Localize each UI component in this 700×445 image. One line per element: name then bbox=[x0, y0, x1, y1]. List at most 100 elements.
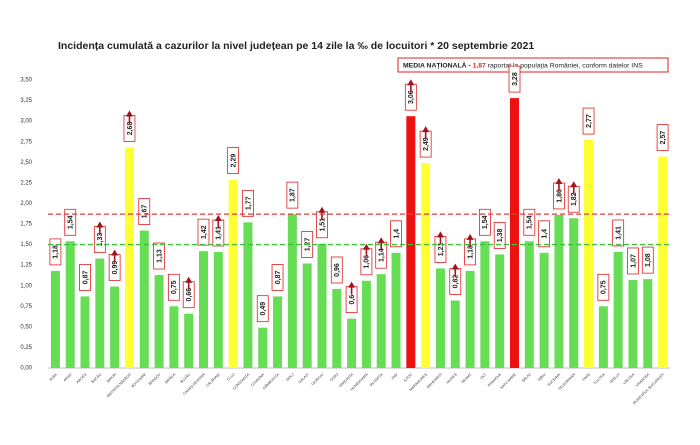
value-label-text: 2,29 bbox=[230, 154, 237, 168]
bar bbox=[554, 214, 564, 368]
x-tick-label: DÂMBOVIȚA bbox=[262, 372, 280, 390]
value-label-text: 1,21 bbox=[438, 243, 445, 257]
value-label-text: 2,77 bbox=[586, 114, 593, 128]
value-label-box bbox=[49, 238, 62, 266]
value-label: 1,67 bbox=[138, 198, 151, 225]
x-tick-label: ALBA bbox=[48, 372, 58, 382]
bar bbox=[273, 296, 283, 368]
value-label-text: 1,82 bbox=[571, 192, 578, 206]
value-label: 2,49 bbox=[419, 130, 432, 158]
bar bbox=[391, 252, 401, 368]
value-label: 0,66 bbox=[182, 281, 195, 309]
value-label: 1,54 bbox=[64, 208, 77, 236]
trend-arrow-head bbox=[348, 281, 356, 288]
x-tick-label: SIBIU bbox=[537, 372, 547, 382]
value-label-text: 1,67 bbox=[142, 205, 149, 219]
value-label-text: 3,28 bbox=[512, 72, 519, 86]
bar bbox=[213, 251, 223, 368]
trend-arrow-head bbox=[466, 233, 474, 240]
value-label-box bbox=[478, 208, 491, 236]
value-label-text: 2,57 bbox=[660, 131, 667, 145]
y-tick-label: 2,50 bbox=[20, 160, 32, 166]
y-tick-label: 1,00 bbox=[20, 283, 32, 289]
trend-arrow-head bbox=[422, 126, 430, 133]
trend-arrow-head bbox=[555, 177, 563, 184]
bar bbox=[584, 140, 594, 368]
value-label: 1,42 bbox=[197, 218, 210, 246]
bar bbox=[95, 258, 105, 368]
trend-arrow-head bbox=[214, 214, 222, 221]
value-label-box bbox=[612, 219, 625, 247]
x-tick-label: GORJ bbox=[329, 372, 339, 382]
trend-arrow-head bbox=[111, 249, 119, 256]
x-tick-label: GIURGIU bbox=[311, 372, 325, 386]
value-label-text: 1,87 bbox=[290, 188, 297, 202]
value-label: 0,87 bbox=[79, 264, 91, 291]
value-label: 1,4 bbox=[390, 220, 402, 248]
value-label: 1,54 bbox=[478, 208, 491, 236]
value-label-text: 1,54 bbox=[482, 215, 489, 229]
trend-arrow-head bbox=[407, 79, 415, 86]
value-label-text: 0,99 bbox=[112, 261, 119, 275]
value-label-text: 1,18 bbox=[467, 245, 474, 259]
value-label: 1,13 bbox=[153, 242, 165, 270]
y-tick-label: 1,75 bbox=[20, 222, 32, 228]
bar bbox=[258, 327, 268, 368]
value-label-box bbox=[493, 222, 506, 249]
chart-title: Incidența cumulată a cazurilor la nivel … bbox=[58, 40, 534, 52]
trend-arrow-head bbox=[362, 243, 370, 250]
value-label-box bbox=[256, 295, 269, 323]
bar bbox=[80, 296, 90, 368]
value-label: 1,07 bbox=[627, 247, 639, 275]
value-label-text: 1,06 bbox=[364, 255, 371, 269]
x-tick-label: GALAȚI bbox=[298, 373, 310, 385]
y-tick-label: 2,75 bbox=[20, 139, 32, 145]
value-label-text: 1,18 bbox=[53, 245, 60, 259]
y-tick-label: 1,25 bbox=[20, 263, 32, 269]
value-label-text: 0,6 bbox=[349, 295, 356, 305]
value-label: 0,75 bbox=[167, 273, 180, 301]
x-tick-label: MUNICIPIUL BUCUREȘTI bbox=[632, 373, 665, 406]
trend-arrow-head bbox=[96, 221, 104, 228]
bar bbox=[317, 243, 327, 368]
bar bbox=[643, 279, 653, 368]
bar bbox=[287, 214, 297, 368]
y-tick-label: 3,25 bbox=[20, 98, 32, 104]
bar bbox=[361, 280, 371, 368]
x-tick-label: BOTOȘANI bbox=[131, 373, 147, 389]
legend-value: 1,87 bbox=[473, 62, 486, 69]
x-tick-label: ARGEȘ bbox=[76, 372, 88, 384]
bar bbox=[139, 230, 149, 368]
value-label: 2,77 bbox=[582, 107, 595, 135]
bar bbox=[169, 306, 179, 368]
bar bbox=[376, 274, 386, 368]
value-label-text: 1,13 bbox=[156, 249, 163, 263]
trend-arrow-head bbox=[377, 237, 385, 244]
x-tick-label: DOLJ bbox=[285, 372, 294, 381]
x-tick-label: IALOMIȚA bbox=[369, 372, 384, 387]
value-label-text: 2,49 bbox=[423, 137, 430, 151]
value-label-text: 1,4 bbox=[393, 229, 400, 239]
trend-arrow-head bbox=[318, 206, 326, 213]
bar bbox=[495, 254, 505, 368]
x-tick-label: TIMIȘ bbox=[581, 372, 591, 382]
bar bbox=[347, 318, 357, 368]
value-label-box bbox=[523, 208, 536, 236]
value-label: 2,57 bbox=[656, 124, 669, 151]
bar bbox=[435, 268, 445, 368]
value-label-text: 1,51 bbox=[319, 218, 326, 232]
x-tick-label: BUZĂU bbox=[180, 372, 192, 384]
trend-arrow-head bbox=[436, 231, 444, 238]
x-tick-label: BRĂILA bbox=[164, 372, 176, 384]
value-label-text: 1,77 bbox=[245, 196, 252, 210]
trend-arrow-head bbox=[570, 181, 578, 188]
bar bbox=[658, 156, 668, 368]
value-label-text: 0,75 bbox=[601, 280, 608, 294]
value-label-text: 1,54 bbox=[68, 215, 75, 229]
y-tick-label: 3,50 bbox=[20, 78, 32, 84]
bar bbox=[421, 163, 431, 368]
value-label-box bbox=[167, 273, 180, 301]
legend: MEDIA NAȚIONALĂ - 1,87 raportat la popul… bbox=[403, 60, 643, 69]
legend-note: raportat la populația României, conform … bbox=[488, 62, 643, 69]
value-label: 0,96 bbox=[330, 256, 343, 284]
